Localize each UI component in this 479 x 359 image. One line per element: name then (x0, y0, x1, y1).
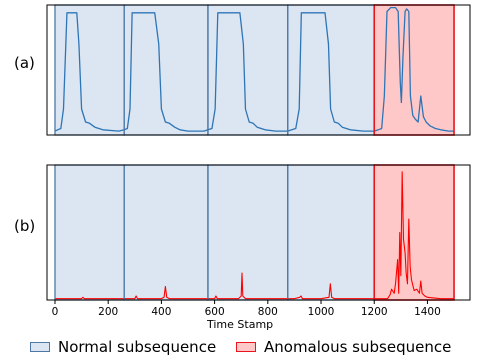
legend: Normal subsequence Anomalous subsequence (18, 338, 478, 358)
panel-a-series-line-0 (54, 6, 455, 132)
panel-b-series-line-0 (54, 171, 455, 300)
panel-b-plot: 0 200 400 600 800 1000 1200 1400 (46, 164, 471, 318)
panel-b-x-tick-label-3: 600 (205, 306, 225, 318)
panel-b-label: (b) (14, 217, 36, 235)
legend-normal: Normal subsequence (30, 338, 216, 356)
panel-a-segment-anomalous-4 (374, 5, 455, 135)
x-axis-label: Time Stamp (207, 318, 274, 331)
legend-anomalous-label: Anomalous subsequence (264, 338, 452, 356)
legend-anomalous: Anomalous subsequence (236, 338, 451, 356)
panel-a-segment-normal-2 (207, 5, 288, 135)
panel-a-plot (46, 4, 471, 136)
panel-b-segment-normal-3 (287, 165, 375, 300)
panel-b-segment-anomalous-4 (374, 165, 455, 300)
panel-a-segment-normal-1 (124, 5, 208, 135)
panel-a-axes-frame (46, 4, 471, 136)
panel-b-x-tick-label-7: 1400 (414, 306, 441, 318)
panel-b-x-tick-label-4: 800 (258, 306, 278, 318)
panel-a-segment-normal-3 (287, 5, 375, 135)
legend-normal-label: Normal subsequence (58, 338, 217, 356)
panel-b-segment-normal-0 (54, 165, 125, 300)
legend-normal-swatch (30, 342, 50, 352)
panel-b-axes-frame (46, 164, 471, 301)
panel-a-label: (a) (14, 54, 35, 72)
panel-b-x-tick-label-5: 1000 (308, 306, 335, 318)
panel-b-segment-normal-2 (207, 165, 288, 300)
panel-b-x-tick-label-2: 400 (151, 306, 171, 318)
panel-b-x-tick-label-0: 0 (52, 306, 59, 318)
panel-b-x-tick-label-6: 1200 (361, 306, 388, 318)
legend-anomalous-swatch (236, 342, 256, 352)
panel-b-x-tick-label-1: 200 (98, 306, 118, 318)
panel-b-segment-normal-1 (124, 165, 208, 300)
